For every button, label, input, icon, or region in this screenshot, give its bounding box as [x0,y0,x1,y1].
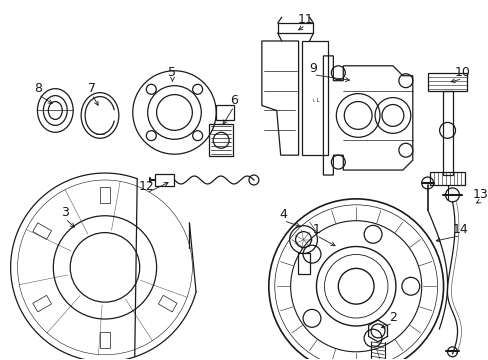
Text: 14: 14 [452,223,468,236]
Text: 11: 11 [297,13,313,26]
Text: 9: 9 [309,62,317,75]
Text: ι L: ι L [312,98,319,103]
Text: 6: 6 [230,94,238,107]
Text: 4: 4 [279,208,287,221]
Text: 13: 13 [471,188,487,201]
Text: 12: 12 [139,180,154,193]
Bar [100,332,110,348]
Bar [100,187,110,203]
Text: 8: 8 [34,82,42,95]
Text: 5: 5 [168,66,176,79]
Bar [33,295,51,312]
Text: 1: 1 [312,223,320,236]
Text: 2: 2 [388,311,396,324]
Text: 3: 3 [61,206,69,219]
Bar [158,295,177,312]
Text: 7: 7 [88,82,96,95]
Text: 10: 10 [453,66,469,79]
Bar [33,223,51,239]
